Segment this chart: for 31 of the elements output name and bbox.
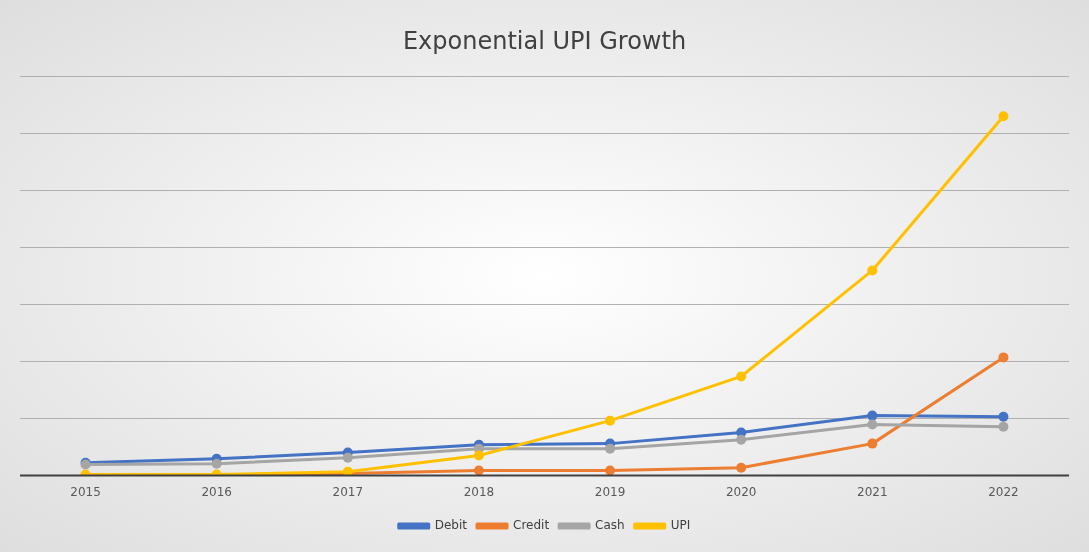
point — [605, 465, 616, 476]
x-tick-label: 2015 — [70, 484, 101, 499]
point — [867, 410, 878, 421]
x-tick-label: 2021 — [857, 484, 888, 499]
point — [867, 438, 878, 449]
legend-label: Debit — [434, 518, 468, 533]
point — [211, 458, 222, 469]
x-tick-label: 2020 — [725, 484, 757, 499]
point — [998, 411, 1009, 422]
point — [736, 434, 747, 445]
point — [473, 450, 484, 461]
legend-label: Cash — [595, 518, 625, 533]
legend-label: Credit — [513, 518, 550, 533]
legend-label: UPI — [670, 518, 691, 533]
point — [605, 443, 616, 454]
point — [998, 421, 1009, 432]
point — [736, 462, 747, 473]
point — [736, 371, 747, 382]
x-tick-label: 2022 — [988, 484, 1019, 499]
x-tick-label: 2017 — [332, 484, 364, 499]
x-tick-label: 2019 — [594, 484, 626, 499]
point — [605, 415, 616, 426]
x-tick-label: 2016 — [201, 484, 232, 499]
x-tick-label: 2018 — [463, 484, 495, 499]
point — [998, 111, 1009, 122]
chart-title: Exponential UPI Growth — [402, 26, 687, 55]
point — [998, 352, 1009, 363]
point — [867, 419, 878, 430]
point — [867, 265, 878, 276]
point — [342, 452, 353, 463]
point — [473, 465, 484, 476]
